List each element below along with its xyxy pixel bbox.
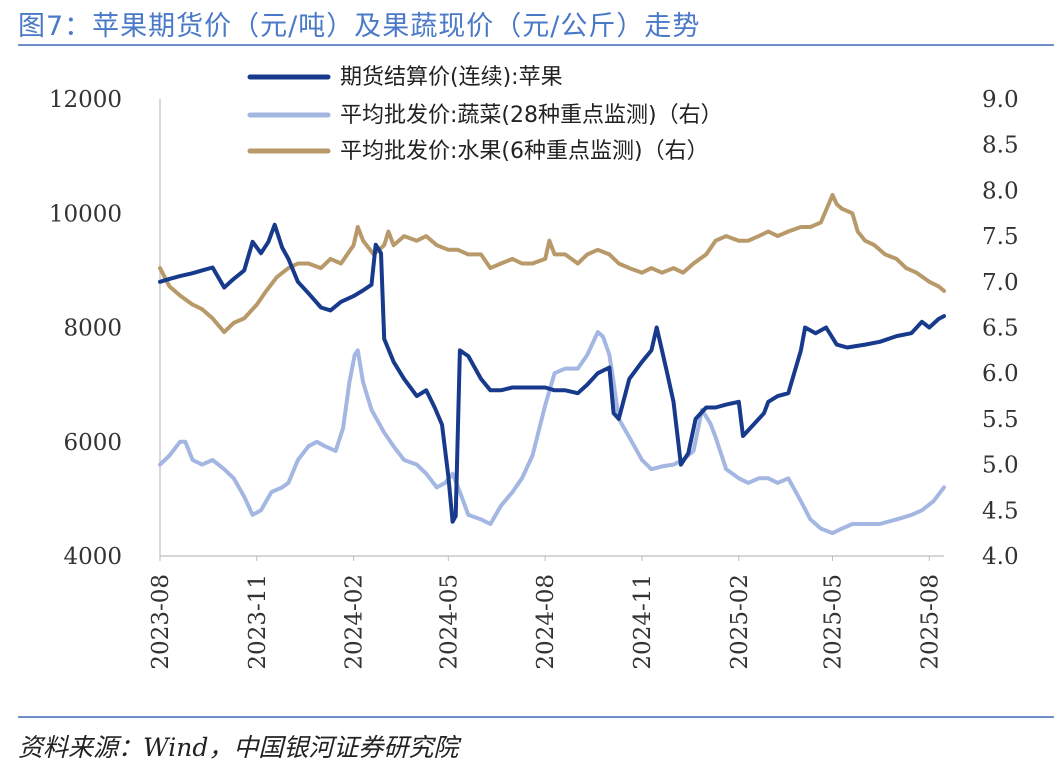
- left-tick-label: 10000: [49, 201, 122, 227]
- series-line-1: [158, 330, 946, 536]
- left-tick-label: 8000: [63, 316, 122, 342]
- header-rule: [18, 44, 1054, 46]
- x-tick-label: 2024-05: [436, 574, 462, 670]
- chart-title: 图7：苹果期货价（元/吨）及果蔬现价（元/公斤）走势: [18, 11, 701, 42]
- left-tick-label: 4000: [63, 544, 122, 570]
- series-line-2: [158, 193, 946, 335]
- legend-label: 期货结算价(连续):苹果: [340, 65, 563, 90]
- right-tick-label: 5.5: [982, 407, 1019, 433]
- legend-label: 平均批发价:蔬菜(28种重点监测)（右）: [340, 103, 723, 128]
- footer-rule: [18, 716, 1054, 718]
- x-tick-label: 2024-11: [630, 574, 656, 670]
- chart-series-layer: [158, 193, 946, 536]
- chart-axes: 4000 6000 8000 10000 12000 4.0 4.5 5.0 5.5 6.0 6.5…: [49, 87, 1019, 670]
- x-tick-label: 2023-08: [148, 574, 174, 670]
- legend-label: 平均批发价:水果(6种重点监测)（右）: [340, 139, 709, 164]
- right-tick-label: 8.5: [982, 133, 1019, 159]
- x-tick-label: 2024-02: [342, 574, 368, 670]
- x-tick-label: 2024-08: [533, 574, 559, 670]
- right-tick-label: 6.0: [982, 361, 1019, 387]
- right-tick-label: 4.5: [982, 498, 1019, 524]
- left-tick-label: 12000: [49, 87, 122, 113]
- right-tick-label: 5.0: [982, 453, 1019, 479]
- series-line-0: [158, 222, 946, 524]
- right-tick-label: 7.5: [982, 224, 1019, 250]
- right-tick-label: 4.0: [982, 544, 1019, 570]
- x-tick-label: 2023-11: [245, 574, 271, 670]
- x-tick-label: 2025-08: [917, 574, 943, 670]
- left-tick-label: 6000: [63, 430, 122, 456]
- right-tick-label: 6.5: [982, 316, 1019, 342]
- source-note: 资料来源：Wind，中国银河证券研究院: [18, 733, 459, 762]
- right-tick-label: 9.0: [982, 87, 1019, 113]
- right-tick-label: 7.0: [982, 270, 1019, 296]
- right-tick-label: 8.0: [982, 178, 1019, 204]
- x-tick-label: 2025-02: [727, 574, 753, 670]
- x-tick-label: 2025-05: [820, 574, 846, 670]
